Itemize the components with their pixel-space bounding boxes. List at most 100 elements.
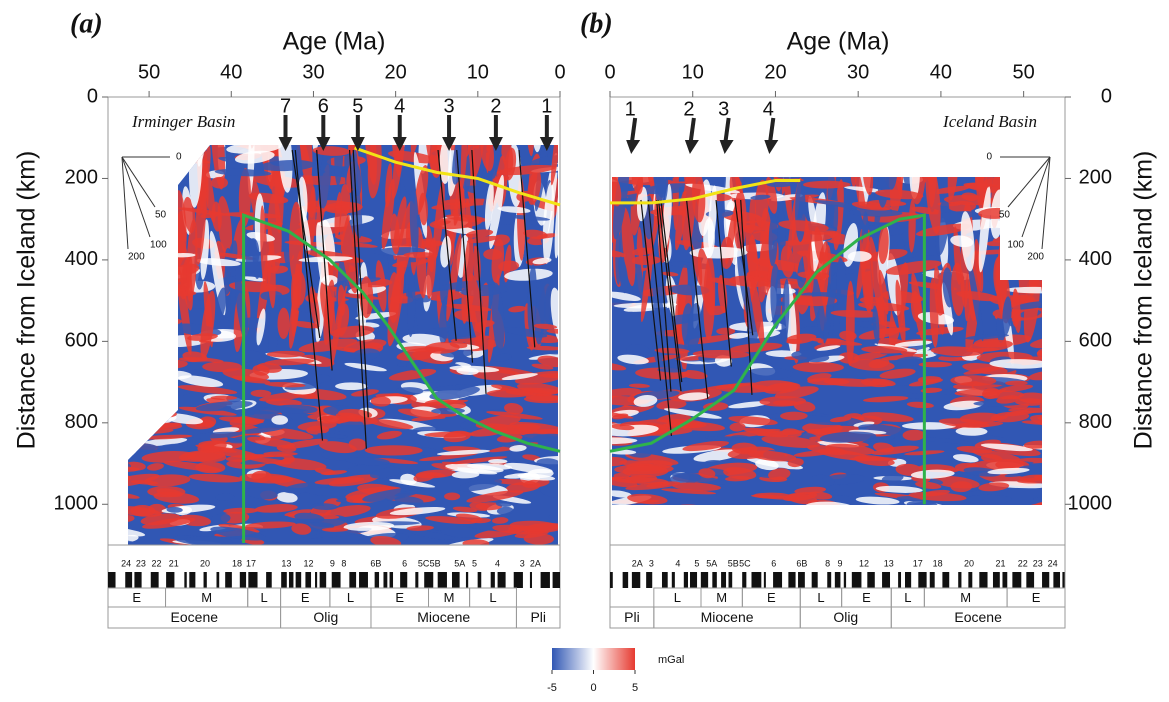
anomaly-patch xyxy=(469,427,508,437)
arrow-label: 1 xyxy=(625,98,636,120)
anomaly-patch xyxy=(737,508,766,513)
anomaly-patch xyxy=(729,515,774,523)
anomaly-patch xyxy=(350,159,362,197)
anomaly-patch xyxy=(389,506,446,516)
anomaly-patch xyxy=(128,237,133,244)
panel-label: (b) xyxy=(580,8,613,39)
anomaly-patch xyxy=(113,275,126,327)
anomaly-patch xyxy=(211,513,231,524)
arrow-head xyxy=(442,137,457,151)
chron-label: 18 xyxy=(933,558,943,568)
anomaly-patch xyxy=(885,260,942,275)
anomaly-patch xyxy=(400,107,445,122)
anomaly-patch xyxy=(966,347,1000,353)
anomaly-patch xyxy=(210,145,226,190)
polarity-chron xyxy=(788,572,796,588)
anomaly-patch xyxy=(548,512,558,522)
anomaly-patch xyxy=(147,463,164,471)
anomaly-patch xyxy=(950,375,997,387)
anomaly-patch xyxy=(784,134,806,142)
anomaly-patch xyxy=(612,291,641,302)
y-tick-label: 600 xyxy=(1079,330,1112,352)
anomaly-patch xyxy=(698,468,716,479)
anomaly-patch xyxy=(381,178,395,250)
anomaly-patch xyxy=(425,516,477,525)
anomaly-patch xyxy=(793,63,810,140)
anomaly-patch xyxy=(129,416,162,424)
anomaly-patch xyxy=(512,112,538,124)
polarity-chron xyxy=(1002,572,1008,588)
anomaly-patch xyxy=(784,333,817,345)
anomaly-patch xyxy=(413,472,435,482)
anomaly-patch xyxy=(876,80,893,118)
anomaly-patch xyxy=(1032,98,1070,108)
anomaly-patch xyxy=(631,177,644,195)
anomaly-patch xyxy=(128,334,131,339)
x-tick-label: 0 xyxy=(604,61,615,83)
anomaly-patch xyxy=(245,238,260,273)
anomaly-patch xyxy=(97,375,125,383)
anomaly-patch xyxy=(259,120,294,134)
anomaly-patch xyxy=(128,374,140,384)
subepoch-label: L xyxy=(489,590,496,605)
anomaly-patch xyxy=(343,339,387,353)
anomaly-patch xyxy=(290,145,304,199)
anomaly-patch xyxy=(750,277,765,347)
subepoch-label: M xyxy=(444,590,455,605)
anomaly-patch xyxy=(128,357,131,363)
polarity-chron xyxy=(1062,572,1065,588)
anomaly-patch xyxy=(747,450,797,462)
anomaly-patch xyxy=(188,473,243,483)
subepoch-label: L xyxy=(347,590,354,605)
anomaly-patch xyxy=(1041,448,1042,459)
anomaly-patch xyxy=(133,340,161,351)
anomaly-patch xyxy=(825,120,839,172)
anomaly-patch xyxy=(492,517,509,524)
anomaly-patch xyxy=(1029,177,1042,218)
anomaly-patch xyxy=(875,189,924,200)
anomaly-patch xyxy=(259,159,316,172)
anomaly-patch xyxy=(777,209,786,257)
anomaly-patch xyxy=(144,474,191,487)
anomaly-patch xyxy=(715,383,773,393)
anomaly-patch xyxy=(1044,139,1065,204)
anomaly-patch xyxy=(224,212,282,219)
chron-label: 5A xyxy=(706,558,717,568)
anomaly-patch xyxy=(980,443,1033,452)
anomaly-patch xyxy=(657,120,669,158)
anomaly-patch xyxy=(155,197,176,206)
anomaly-patch xyxy=(1043,359,1069,364)
polarity-chron xyxy=(661,572,668,588)
anomaly-patch xyxy=(503,462,553,474)
anomaly-patch xyxy=(128,409,168,421)
anomaly-patch xyxy=(621,504,639,505)
anomaly-patch xyxy=(234,150,275,164)
anomaly-patch xyxy=(930,346,984,357)
anomaly-patch xyxy=(957,97,1010,103)
fan-line xyxy=(1007,156,1051,208)
anomaly-patch xyxy=(533,323,558,330)
anomaly-patch xyxy=(455,513,483,522)
anomaly-patch xyxy=(395,387,424,395)
polarity-chron xyxy=(827,572,832,588)
anomaly-patch xyxy=(874,508,901,521)
chron-label: 22 xyxy=(1018,558,1028,568)
anomaly-patch xyxy=(817,448,871,461)
fan-label: 0 xyxy=(986,152,992,163)
anomaly-patch xyxy=(250,145,263,149)
arrow-head xyxy=(316,137,331,151)
chron-label: 5C xyxy=(418,558,430,568)
chron-label: 5A xyxy=(454,558,465,568)
anomaly-patch xyxy=(681,518,708,530)
anomaly-patch xyxy=(263,121,311,138)
anomaly-patch xyxy=(918,361,953,368)
anomaly-patch xyxy=(617,354,649,365)
anomaly-patch xyxy=(217,196,233,257)
anomaly-patch xyxy=(816,345,841,351)
anomaly-patch xyxy=(613,177,630,240)
polarity-chron xyxy=(166,572,175,588)
anomaly-patch xyxy=(978,185,991,273)
anomaly-patch xyxy=(679,370,708,380)
polarity-chron xyxy=(610,572,613,588)
colorbar-tick-label: 0 xyxy=(590,682,596,694)
